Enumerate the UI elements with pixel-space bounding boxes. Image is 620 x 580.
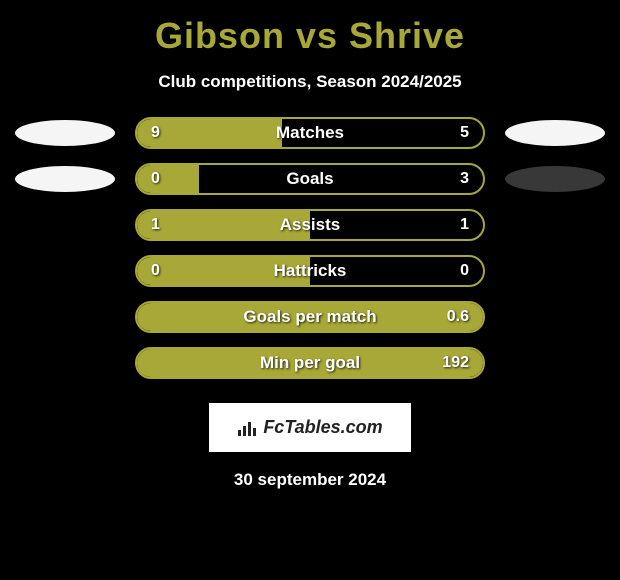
stat-bar: Goals per match0.6 <box>135 301 485 333</box>
stat-label: Goals per match <box>137 307 483 327</box>
stat-row: 0Goals3 <box>15 163 605 195</box>
chart-icon <box>237 420 257 436</box>
player-left-badge <box>15 166 115 192</box>
page-title: Gibson vs Shrive <box>155 15 465 57</box>
stat-value-right: 0 <box>460 262 469 280</box>
attribution-text: FcTables.com <box>263 417 382 438</box>
subtitle: Club competitions, Season 2024/2025 <box>158 72 461 92</box>
stat-value-right: 1 <box>460 216 469 234</box>
stat-label: Assists <box>137 215 483 235</box>
stat-value-right: 192 <box>442 354 469 372</box>
stat-row: Min per goal192 <box>15 347 605 379</box>
stat-bar: 0Hattricks0 <box>135 255 485 287</box>
date-label: 30 september 2024 <box>234 470 386 490</box>
stat-row: 1Assists1 <box>15 209 605 241</box>
stat-row: Goals per match0.6 <box>15 301 605 333</box>
player-left-badge <box>15 120 115 146</box>
stat-row: 9Matches5 <box>15 117 605 149</box>
stat-bar: 1Assists1 <box>135 209 485 241</box>
stat-label: Goals <box>137 169 483 189</box>
player-right-badge <box>505 166 605 192</box>
stats-container: 9Matches50Goals31Assists10Hattricks0Goal… <box>15 117 605 393</box>
player-right-badge <box>505 120 605 146</box>
comparison-infographic: Gibson vs Shrive Club competitions, Seas… <box>0 0 620 500</box>
stat-value-right: 0.6 <box>447 308 469 326</box>
stat-bar: 0Goals3 <box>135 163 485 195</box>
stat-label: Matches <box>137 123 483 143</box>
stat-bar: 9Matches5 <box>135 117 485 149</box>
stat-label: Min per goal <box>137 353 483 373</box>
stat-row: 0Hattricks0 <box>15 255 605 287</box>
stat-value-right: 3 <box>460 170 469 188</box>
attribution-badge: FcTables.com <box>209 403 410 452</box>
stat-value-right: 5 <box>460 124 469 142</box>
stat-label: Hattricks <box>137 261 483 281</box>
stat-bar: Min per goal192 <box>135 347 485 379</box>
